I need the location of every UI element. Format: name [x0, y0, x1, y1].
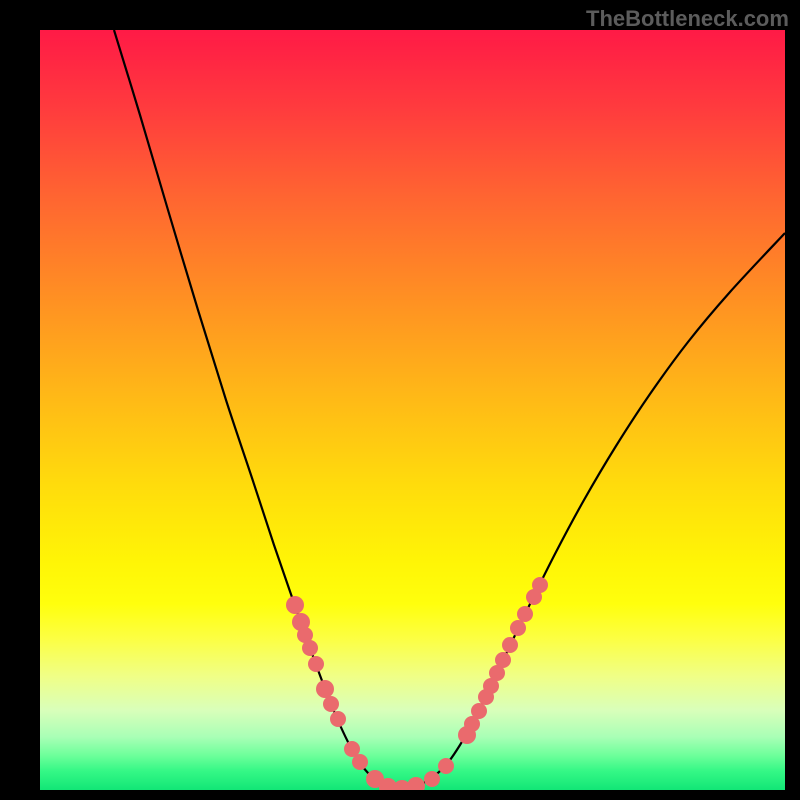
data-marker — [286, 596, 304, 614]
bottleneck-curve — [114, 30, 785, 789]
data-marker — [302, 640, 318, 656]
data-marker — [438, 758, 454, 774]
data-marker — [532, 577, 548, 593]
data-marker — [517, 606, 533, 622]
data-marker — [495, 652, 511, 668]
data-marker — [308, 656, 324, 672]
data-marker — [323, 696, 339, 712]
data-marker — [502, 637, 518, 653]
data-marker — [316, 680, 334, 698]
chart-svg — [0, 0, 800, 800]
chart-frame: TheBottleneck.com — [0, 0, 800, 800]
data-marker — [471, 703, 487, 719]
data-marker — [407, 777, 425, 795]
data-marker — [352, 754, 368, 770]
data-marker — [510, 620, 526, 636]
data-marker — [424, 771, 440, 787]
data-marker — [330, 711, 346, 727]
